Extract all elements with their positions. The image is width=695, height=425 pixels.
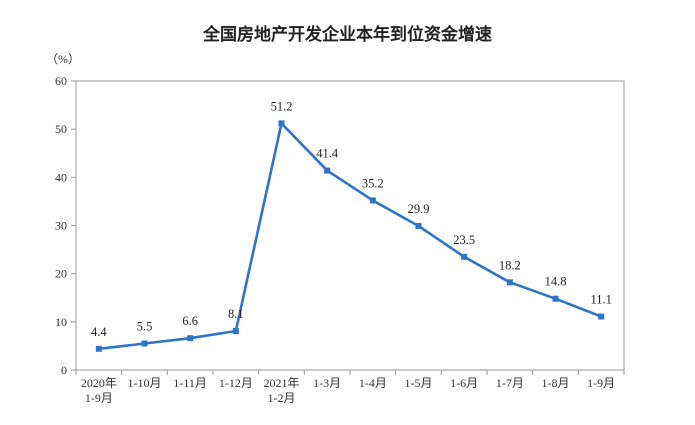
- x-tick-label: 1-7月: [496, 376, 524, 390]
- data-label: 35.2: [362, 176, 384, 190]
- data-label: 14.8: [545, 275, 567, 289]
- x-tick-label: 1-3月: [313, 376, 341, 390]
- y-tick-label: 50: [55, 122, 67, 136]
- y-tick-label: 20: [55, 267, 67, 281]
- x-tick-label: 1-9月: [587, 376, 615, 390]
- data-label: 41.4: [316, 147, 339, 161]
- x-tick-label: 1-4月: [359, 376, 387, 390]
- x-tick-label: 1-10月: [128, 376, 162, 390]
- data-label: 4.4: [91, 325, 107, 339]
- data-point-marker: [95, 345, 102, 352]
- y-axis-unit-label: （%）: [46, 52, 80, 66]
- data-point-marker: [369, 197, 376, 204]
- data-point-marker: [506, 279, 513, 286]
- x-tick-label: 1-2月: [268, 391, 296, 405]
- data-label: 18.2: [499, 258, 521, 272]
- data-label: 23.5: [453, 233, 475, 247]
- x-tick-label: 1-8月: [542, 376, 570, 390]
- data-point-marker: [187, 335, 194, 342]
- x-tick-label: 1-12月: [219, 376, 253, 390]
- data-label: 8.1: [228, 307, 244, 321]
- data-point-marker: [461, 253, 468, 260]
- x-tick-label: 1-11月: [173, 376, 207, 390]
- data-point-marker: [232, 327, 239, 334]
- data-label: 5.5: [137, 320, 153, 334]
- data-label: 51.2: [271, 99, 293, 113]
- y-tick-label: 0: [61, 363, 67, 377]
- y-tick-label: 10: [55, 315, 67, 329]
- plot-frame: [75, 80, 625, 371]
- y-tick-label: 60: [55, 74, 67, 88]
- data-point-marker: [598, 313, 605, 320]
- x-tick-label: 2021年: [263, 376, 299, 390]
- data-point-marker: [278, 120, 285, 127]
- x-tick-label: 1-6月: [450, 376, 478, 390]
- x-tick-label: 2020年: [81, 376, 117, 390]
- data-point-marker: [552, 295, 559, 302]
- chart-title: 全国房地产开发企业本年到位资金增速: [203, 25, 492, 45]
- x-tick-label: 1-5月: [405, 376, 433, 390]
- data-point-marker: [415, 222, 422, 229]
- y-tick-label: 40: [55, 170, 67, 184]
- data-label: 6.6: [182, 314, 198, 328]
- data-label: 11.1: [590, 293, 611, 307]
- series-line: [98, 122, 602, 351]
- data-label: 29.9: [408, 202, 430, 216]
- y-tick-label: 30: [55, 219, 67, 233]
- data-point-marker: [141, 340, 148, 347]
- x-tick-label: 1-9月: [85, 391, 113, 405]
- data-point-marker: [324, 167, 331, 174]
